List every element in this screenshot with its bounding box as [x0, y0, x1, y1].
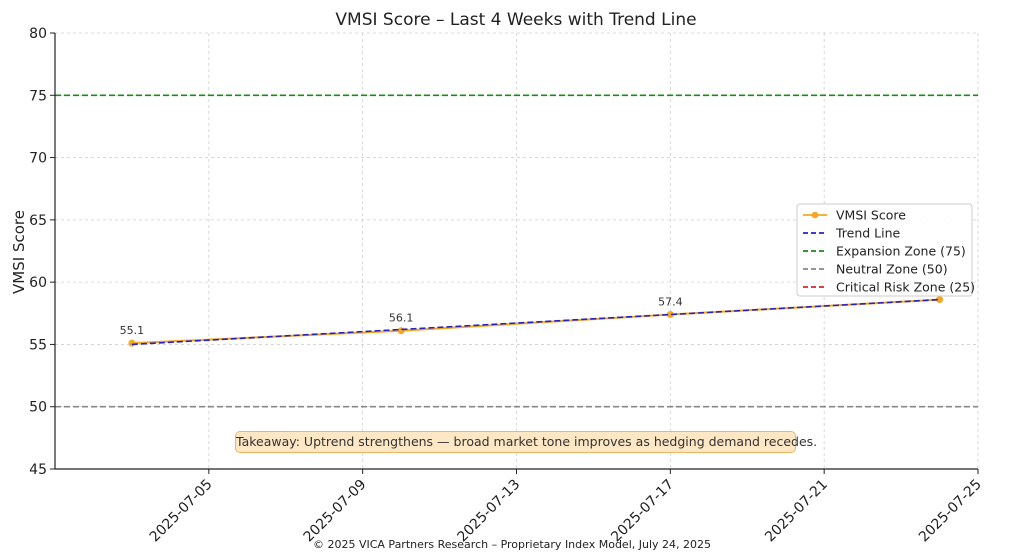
- legend-entry: Critical Risk Zone (25): [836, 280, 975, 295]
- chart-title: VMSI Score – Last 4 Weeks with Trend Lin…: [335, 10, 696, 30]
- x-tick-label: 2025-07-05: [147, 477, 216, 546]
- y-tick-label: 70: [29, 151, 47, 167]
- legend-entry: VMSI Score: [836, 208, 906, 223]
- y-tick-label: 75: [29, 88, 47, 104]
- legend-marker: [811, 211, 819, 219]
- legend-entry: Trend Line: [835, 226, 901, 241]
- footer-credit: © 2025 VICA Partners Research – Propriet…: [312, 538, 712, 551]
- legend: VMSI Score Trend Line Expansion Zone (75) N…: [796, 203, 975, 297]
- legend-box: [796, 203, 973, 297]
- y-tick-label: 45: [29, 462, 47, 478]
- data-labels: 55.1 56.1 57.4: [120, 296, 683, 338]
- score-point: [397, 327, 405, 335]
- score-point: [666, 311, 674, 319]
- takeaway-annotation: Takeaway: Uptrend strengthens — broad ma…: [235, 431, 817, 453]
- x-tick-label: 2025-07-09: [301, 477, 370, 546]
- y-tick-label: 65: [29, 213, 47, 229]
- x-tick-label: 2025-07-17: [608, 477, 677, 546]
- y-axis-label: VMSI Score: [10, 210, 28, 294]
- y-tick-label: 80: [29, 26, 47, 42]
- score-point: [128, 339, 136, 347]
- y-tick-label: 50: [29, 400, 47, 416]
- reference-lines: [55, 94, 978, 408]
- score-line: [131, 298, 940, 345]
- data-label: 55.1: [120, 324, 145, 337]
- x-tick-label: 2025-07-25: [916, 477, 985, 546]
- data-label: 56.1: [389, 312, 414, 325]
- x-tick-label: 2025-07-13: [454, 477, 523, 546]
- x-tick-label: 2025-07-21: [762, 477, 831, 546]
- data-label: 57.4: [658, 296, 683, 309]
- score-point: [936, 296, 944, 304]
- legend-entry: Expansion Zone (75): [836, 244, 966, 259]
- series-layer: [128, 296, 944, 347]
- y-tick-label: 60: [29, 275, 47, 291]
- legend-entry: Neutral Zone (50): [836, 262, 948, 277]
- y-tick-label: 55: [29, 337, 47, 353]
